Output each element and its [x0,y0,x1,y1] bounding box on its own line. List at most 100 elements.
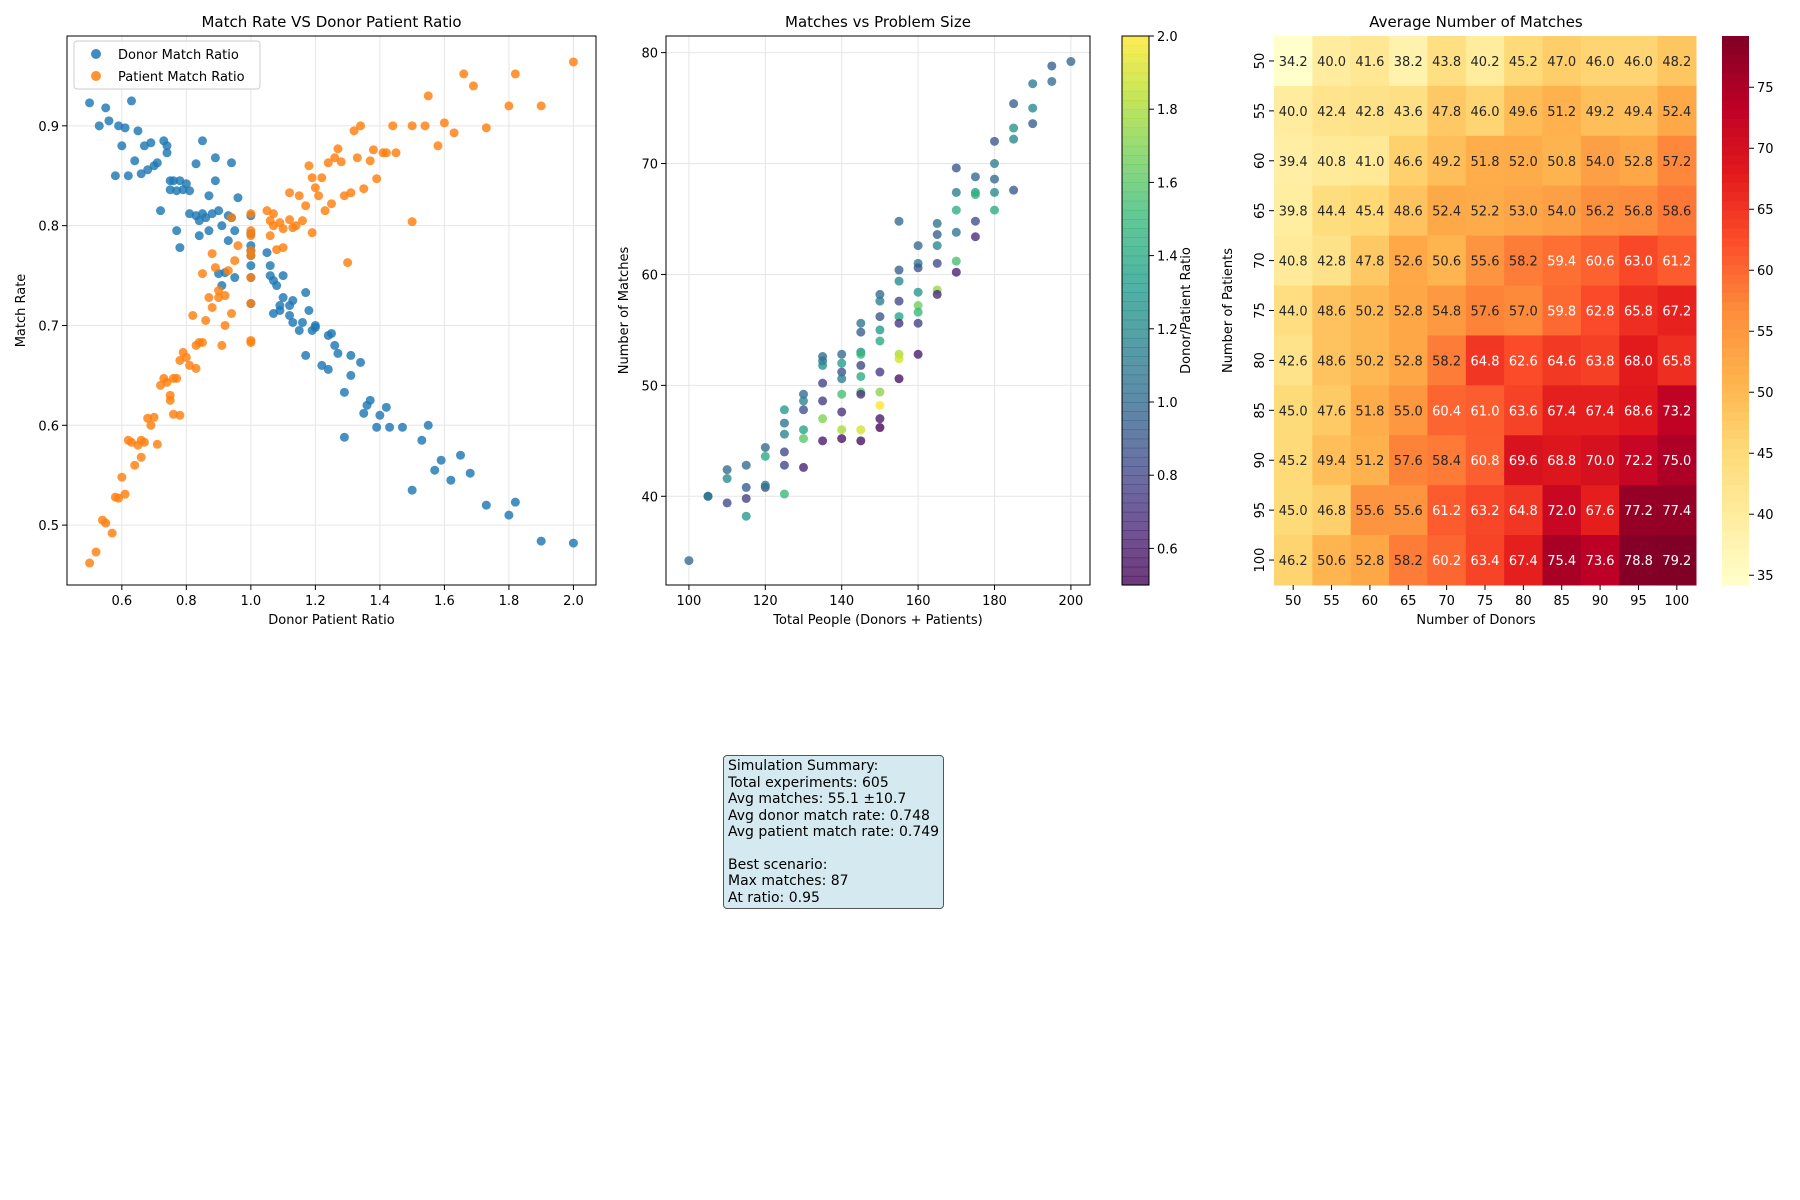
summary-line: Best scenario: [728,856,828,873]
data-point [230,256,240,266]
data-point [481,500,491,510]
heatmap-cell [1580,535,1620,586]
data-point [741,460,751,470]
data-point [307,173,317,183]
data-point [230,226,240,236]
colorbar-segment [1722,127,1749,138]
heatmap-cell [1580,485,1620,536]
data-point [894,318,904,328]
heatmap-cell [1619,185,1659,237]
colorbar-segment [1722,301,1749,312]
data-point [397,422,407,432]
heatmap-cell-label: 47.6 [1317,404,1346,419]
heatmap-cell [1657,36,1697,87]
data-point [372,174,382,184]
colorbar-segment [1122,273,1149,284]
colorbar-segment [1122,90,1149,101]
heatmap-cell [1312,535,1352,586]
data-points [684,57,1076,566]
colorbar-tick-label: 0.6 [1157,542,1178,557]
heatmap-cell [1657,385,1697,436]
heatmap-cell [1350,435,1390,486]
data-point [165,395,175,405]
data-point [951,205,961,215]
heatmap-cell-label: 72.0 [1547,504,1576,519]
heatmap-cell [1312,85,1352,137]
heatmap-cell-label: 48.6 [1317,354,1346,369]
colorbar-segment [1722,337,1749,348]
heatmap-cell-label: 73.6 [1586,554,1615,569]
colorbar-segment [1122,392,1149,403]
heatmap-cell [1312,335,1352,386]
heatmap-cell-label: 77.2 [1624,504,1653,519]
y-tick-label: 80 [641,47,658,62]
data-point [110,171,120,181]
data-point [894,296,904,306]
colorbar-segment [1122,511,1149,522]
data-point [230,273,240,283]
colorbar-segment [1722,502,1749,513]
summary-line: Simulation Summary: [728,758,879,774]
colorbar-segment [1122,520,1149,531]
data-point [913,318,923,328]
data-point [275,301,285,311]
x-tick-label: 1.8 [499,594,520,609]
data-point [349,126,359,136]
data-point [970,216,980,226]
data-point [246,209,256,219]
data-point [894,374,904,384]
heatmap-cell-label: 42.4 [1317,105,1346,120]
data-point [162,141,172,151]
colorbar-segment [1722,54,1749,65]
heatmap-cell [1504,185,1544,237]
heatmap-cell-label: 56.8 [1624,205,1653,220]
heatmap-cell [1274,335,1313,386]
heatmap-cell [1274,85,1313,137]
heatmap-cell-label: 57.0 [1509,305,1538,320]
y-tick-label: 80 [1253,352,1268,369]
heatmap-cell [1427,235,1467,287]
heatmap-cell-label: 45.0 [1279,404,1308,419]
data-point [323,364,333,374]
heatmap-cell [1542,435,1582,486]
heatmap-cell [1465,435,1505,486]
y-tick-label: 95 [1253,502,1268,519]
heatmap-cell [1350,285,1390,336]
colorbar-segment [1722,438,1749,449]
data-point [104,116,114,126]
colorbar-segment [1122,438,1149,449]
y-tick-label: 0.7 [38,319,59,334]
colorbar-segment [1122,228,1149,238]
heatmap-cell-label: 52.0 [1509,155,1538,170]
colorbar-segment [1722,548,1749,559]
heatmap-cell [1619,535,1659,586]
data-point [227,213,237,223]
colorbar-segment [1722,411,1749,421]
data-point [990,174,1000,184]
data-point [204,226,214,236]
data-point [837,434,847,444]
data-point [139,437,149,447]
data-point [407,485,417,495]
data-point [346,188,356,198]
data-point [162,148,172,158]
heatmap-cell [1619,335,1659,386]
data-point [446,475,456,485]
data-point [856,349,866,359]
heatmap-cell-label: 52.8 [1355,554,1384,569]
grid [666,36,1090,585]
heatmap-cell-label: 55.0 [1394,404,1423,419]
legend: Donor Match Ratio Patient Match Ratio [73,40,261,90]
heatmap-cell-label: 49.2 [1586,105,1615,120]
data-point [875,387,885,397]
data-point [304,306,314,315]
colorbar-segment [1722,429,1749,440]
heatmap-cell [1312,36,1352,87]
heatmap-cell-label: 51.8 [1355,404,1384,419]
colorbar-segment [1722,420,1749,431]
data-point [779,489,789,499]
heatmap-cell [1619,435,1659,486]
data-point [101,518,111,528]
data-point [297,216,307,226]
heatmap-cell [1657,335,1697,386]
